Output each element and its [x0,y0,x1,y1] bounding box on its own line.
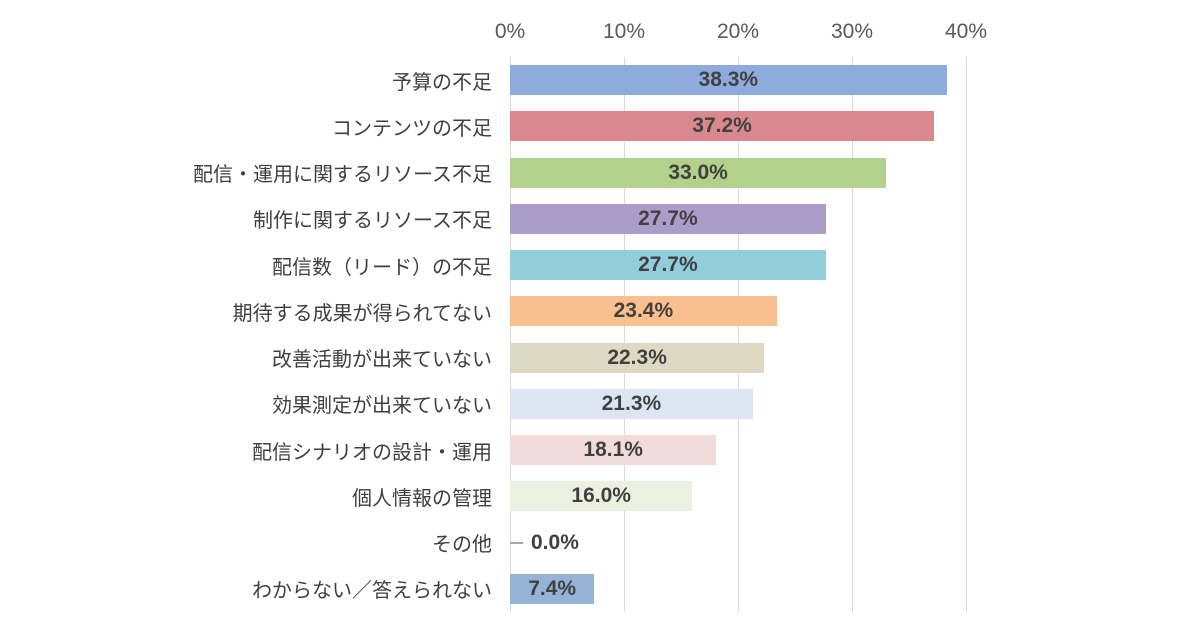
category-label: 効果測定が出来ていない [272,395,492,418]
bar-value-label: 16.0% [571,484,631,508]
category-label: 個人情報の管理 [352,487,492,510]
category-label: 改善活動が出来ていない [272,349,492,372]
bar-value-label: 27.7% [638,206,698,230]
x-axis-tick-label: 0% [494,20,526,43]
bar-row: その他 0.0% [0,520,966,566]
gridline [966,57,967,612]
bar-track: 7.4% [510,566,966,612]
bar-value-label: 27.7% [638,253,698,277]
bar-value-label: 0.0% [531,530,579,554]
bar-row: 制作に関するリソース不足 27.7% [0,196,966,242]
bar-value-label: 7.4% [528,576,577,600]
category-label: 制作に関するリソース不足 [253,210,492,233]
bar-rows: 予算の不足 38.3% コンテンツの不足 37.2% 配信・運用に関するリソース不足 33… [0,57,966,612]
category-label: わからない／答えられない [252,580,492,603]
bar-row: コンテンツの不足 37.2% [0,103,966,149]
bar-track: 16.0% [510,473,966,519]
gridline [510,57,511,612]
bar: 38.3% [510,65,947,96]
bar-track: 18.1% [510,427,966,473]
bar-row: 配信数（リード）の不足 27.7% [0,242,966,288]
category-label: 配信・運用に関するリソース不足 [193,164,492,187]
category-label: コンテンツの不足 [332,117,492,140]
category-label: 期待する成果が得られてない [232,302,492,325]
bar: 37.2% [510,111,935,142]
bar-track: 27.7% [510,196,966,242]
bar-track: 23.4% [510,288,966,334]
bar-value-label: 22.3% [607,345,667,369]
bar: 33.0% [510,157,887,188]
bar: 27.7% [510,250,826,281]
bar-track: 27.7% [510,242,966,288]
bar-value-label: 23.4% [613,299,674,323]
category-label: その他 [432,534,492,557]
bar-track: 21.3% [510,381,966,427]
bar-track: 22.3% [510,335,966,381]
bar-value-label: 18.1% [583,438,643,462]
category-label: 配信シナリオの設計・運用 [252,441,492,464]
x-axis-tick-label: 30% [830,20,874,43]
bar: 7.4% [510,573,595,604]
bar-track: 33.0% [510,150,966,196]
bar: 18.1% [510,435,717,466]
bar-row: わからない／答えられない 7.4% [0,566,966,612]
gridline [738,57,739,612]
bar: 16.0% [510,481,693,512]
gridline [852,57,853,612]
bar-track: 38.3% [510,57,966,103]
bar-track: 0.0% [510,520,966,566]
bar-row: 個人情報の管理 16.0% [0,473,966,519]
zero-bar-dash [510,541,523,544]
bar: 23.4% [510,296,777,327]
bar-value-label: 21.3% [601,391,662,415]
category-label: 予算の不足 [392,71,492,94]
bar-row: 期待する成果が得られてない 23.4% [0,288,966,334]
bar-row: 効果測定が出来ていない 21.3% [0,381,966,427]
bar-row: 予算の不足 38.3% [0,57,966,103]
bar-track: 37.2% [510,103,966,149]
category-label: 配信数（リード）の不足 [272,256,492,279]
x-axis: 0% 10% 20% 30% 40% [495,18,987,46]
bar-value-label: 37.2% [692,114,752,138]
bar: 22.3% [510,342,765,373]
x-axis-tick-label: 10% [602,20,646,43]
bar-row: 改善活動が出来ていない 22.3% [0,335,966,381]
bar: 27.7% [510,203,826,234]
x-axis-tick-label: 40% [944,20,988,43]
bar-value-label: 33.0% [668,160,728,184]
gridlines [510,57,967,612]
gridline [624,57,625,612]
bar-row: 配信・運用に関するリソース不足 33.0% [0,150,966,196]
x-axis-tick-label: 20% [716,20,760,43]
bar: 21.3% [510,388,753,419]
bar-row: 配信シナリオの設計・運用 18.1% [0,427,966,473]
bar-value-label: 38.3% [698,68,759,92]
